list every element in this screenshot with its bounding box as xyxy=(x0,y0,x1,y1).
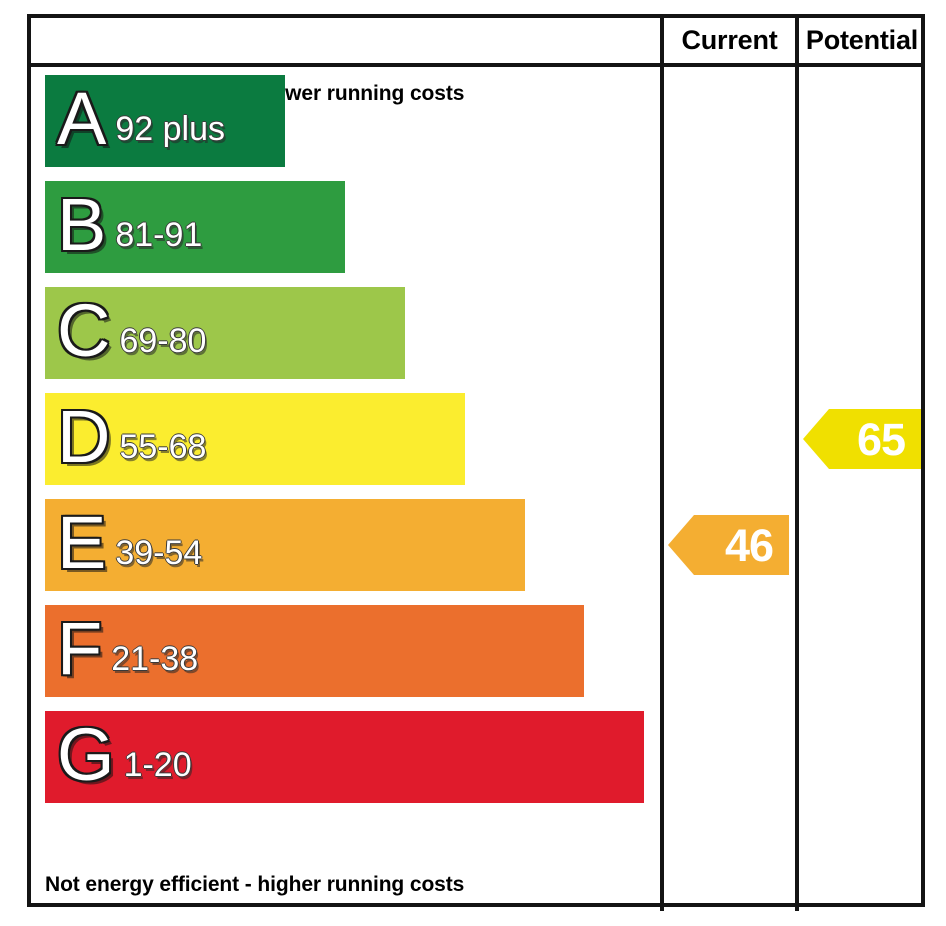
band-bar-b: B 81-91 xyxy=(45,181,345,273)
band-range-f: 21-38 xyxy=(111,639,199,678)
column-header-potential: Potential xyxy=(805,25,919,55)
rating-arrow-current: 46 xyxy=(668,515,789,575)
rating-value-current: 46 xyxy=(724,519,774,571)
band-bar-e: E 39-54 xyxy=(45,499,525,591)
table-header-row: Current Potential xyxy=(31,18,925,63)
column-divider-current xyxy=(660,18,664,911)
column-divider-potential xyxy=(795,18,799,911)
band-letter-a: A xyxy=(57,76,107,160)
chart-frame: Current Potential Very energy efficient … xyxy=(27,14,925,911)
band-range-g: 1-20 xyxy=(123,745,192,784)
band-letter-f: F xyxy=(57,606,103,690)
band-range-d: 55-68 xyxy=(119,427,207,466)
band-letter-d: D xyxy=(57,394,111,478)
band-letter-e: E xyxy=(57,500,107,584)
band-range-b: 81-91 xyxy=(115,215,203,254)
band-bar-f: F 21-38 xyxy=(45,605,584,697)
band-bar-a: A 92 plus xyxy=(45,75,285,167)
band-range-e: 39-54 xyxy=(115,533,203,572)
band-bar-g: G 1-20 xyxy=(45,711,644,803)
rating-arrow-potential: 65 xyxy=(803,409,921,469)
header-divider xyxy=(31,63,925,67)
band-range-a: 92 plus xyxy=(115,109,225,148)
band-range-c: 69-80 xyxy=(119,321,207,360)
column-header-current: Current xyxy=(681,25,778,55)
band-letter-b: B xyxy=(57,182,107,266)
band-bars-group: A 92 plus B 81-91 C 69-80 D 55-68 E 39-54 F 21-38 G 1… xyxy=(31,67,660,907)
band-letter-c: C xyxy=(57,288,111,372)
band-letter-g: G xyxy=(57,712,115,796)
band-bar-c: C 69-80 xyxy=(45,287,405,379)
band-bar-d: D 55-68 xyxy=(45,393,465,485)
rating-value-potential: 65 xyxy=(856,413,906,465)
caption-not-energy-efficient: Not energy efficient - higher running co… xyxy=(45,873,465,896)
